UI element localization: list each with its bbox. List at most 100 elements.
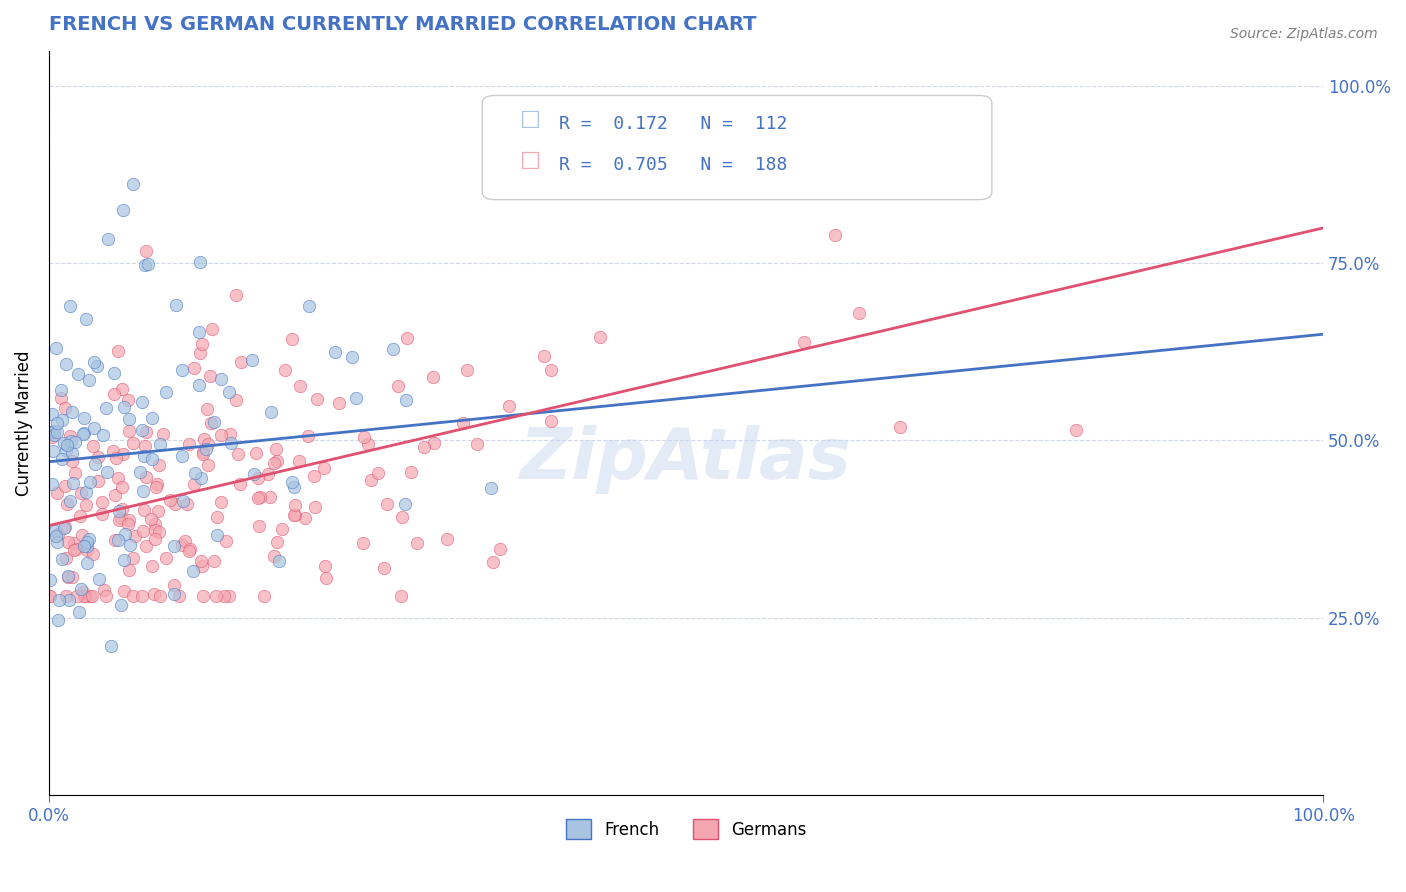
Point — [122, 435, 145, 450]
Point — [118, 424, 141, 438]
Point — [59, 429, 82, 443]
Point — [114, 526, 136, 541]
Point — [55, 590, 77, 604]
Point — [389, 590, 412, 604]
Point — [191, 559, 214, 574]
Point — [111, 382, 134, 396]
Point — [219, 436, 242, 450]
Point — [42, 425, 65, 439]
Point — [79, 590, 101, 604]
Point — [202, 553, 225, 567]
Point — [69, 606, 91, 620]
Point — [62, 454, 84, 468]
Point — [266, 534, 288, 549]
Point — [91, 428, 114, 442]
Point — [122, 177, 145, 191]
Point — [155, 384, 177, 399]
Point — [207, 509, 229, 524]
Point — [540, 413, 562, 427]
Point — [103, 386, 125, 401]
Point — [51, 452, 73, 467]
Point — [66, 590, 89, 604]
Point — [340, 350, 363, 364]
Point — [75, 485, 97, 500]
Point — [240, 352, 263, 367]
Point — [111, 502, 134, 516]
Point — [49, 391, 72, 405]
Point — [436, 533, 458, 547]
Point — [848, 306, 870, 320]
Point — [395, 393, 418, 408]
Point — [118, 538, 141, 552]
Point — [165, 497, 187, 511]
Point — [143, 516, 166, 531]
Point — [97, 231, 120, 245]
Point — [259, 490, 281, 504]
Point — [141, 451, 163, 466]
Point — [134, 439, 156, 453]
Point — [111, 202, 134, 217]
Point — [93, 583, 115, 598]
Point — [65, 467, 87, 481]
Point — [283, 480, 305, 494]
Point — [135, 539, 157, 553]
Point — [41, 430, 63, 444]
Point — [55, 357, 77, 371]
Point — [51, 412, 73, 426]
Point — [823, 176, 845, 190]
Text: □: □ — [520, 150, 541, 170]
Point — [122, 590, 145, 604]
Point — [177, 436, 200, 450]
Point — [152, 426, 174, 441]
Point — [48, 527, 70, 541]
Point — [76, 534, 98, 549]
Point — [252, 589, 274, 603]
Point — [225, 393, 247, 408]
Point — [60, 405, 83, 419]
Point — [406, 535, 429, 549]
Point — [65, 434, 87, 449]
Point — [284, 508, 307, 522]
Point — [107, 471, 129, 485]
Point — [41, 444, 63, 458]
Point — [104, 533, 127, 548]
Point — [533, 349, 555, 363]
Point — [323, 345, 346, 359]
Point — [267, 554, 290, 568]
Point — [163, 578, 186, 592]
Point — [135, 469, 157, 483]
Point — [39, 425, 62, 439]
Point — [56, 497, 79, 511]
Point — [315, 571, 337, 585]
Point — [247, 519, 270, 533]
Text: FRENCH VS GERMAN CURRENTLY MARRIED CORRELATION CHART: FRENCH VS GERMAN CURRENTLY MARRIED CORRE… — [49, 15, 756, 34]
Point — [205, 590, 228, 604]
Point — [381, 342, 404, 356]
Point — [45, 529, 67, 543]
Point — [373, 560, 395, 574]
Point — [82, 547, 104, 561]
Point — [163, 539, 186, 553]
Point — [174, 533, 197, 548]
Point — [63, 543, 86, 558]
Point — [67, 367, 90, 381]
Point — [91, 495, 114, 509]
Point — [110, 511, 132, 525]
Point — [70, 527, 93, 541]
Point — [129, 465, 152, 479]
Point — [131, 590, 153, 604]
Text: ZipAtlas: ZipAtlas — [520, 425, 852, 494]
Point — [72, 590, 94, 604]
Point — [141, 410, 163, 425]
Point — [134, 449, 156, 463]
Point — [456, 362, 478, 376]
Point — [51, 551, 73, 566]
Point — [353, 429, 375, 443]
Point — [190, 553, 212, 567]
Point — [118, 412, 141, 426]
Point — [131, 394, 153, 409]
Point — [179, 542, 201, 557]
Point — [62, 475, 84, 490]
Point — [391, 509, 413, 524]
Point — [53, 479, 76, 493]
